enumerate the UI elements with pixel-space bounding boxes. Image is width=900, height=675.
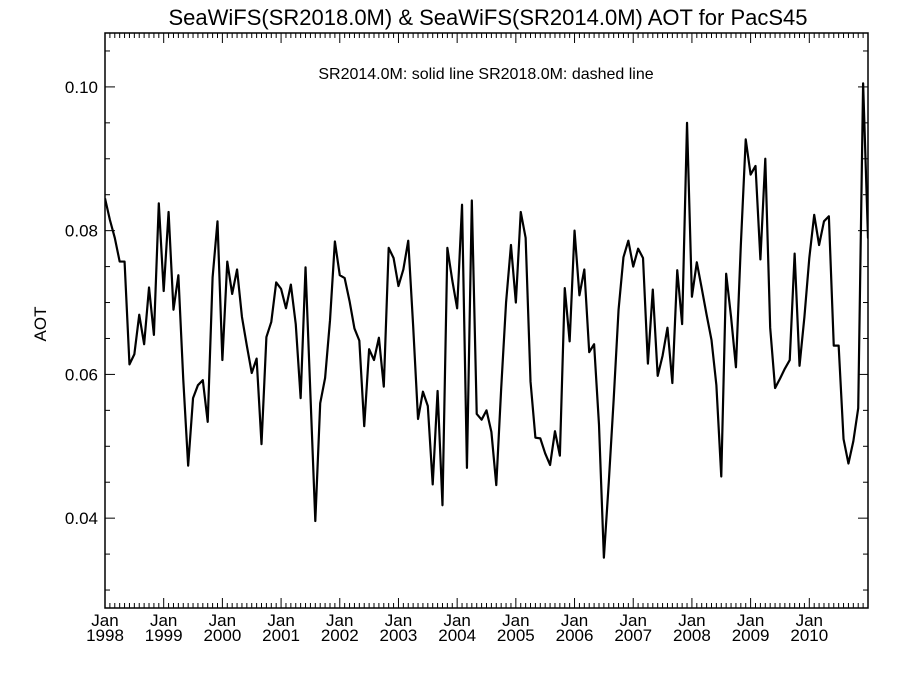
x-tick-label-month: Jan — [385, 611, 412, 630]
y-axis-label: AOT — [31, 307, 50, 342]
x-tick-label-year: 2001 — [262, 626, 300, 645]
x-tick-label-year: 2004 — [438, 626, 476, 645]
chart-annotation: SR2014.0M: solid line SR2018.0M: dashed … — [318, 66, 653, 83]
x-tick-label-month: Jan — [267, 611, 294, 630]
series-line-sr2014-0m — [105, 82, 868, 559]
series-layer — [105, 82, 868, 559]
tick-labels: Jan1998Jan1999Jan2000Jan2001Jan2002Jan20… — [65, 78, 828, 645]
x-tick-label-month: Jan — [91, 611, 118, 630]
x-tick-label-year: 2005 — [497, 626, 535, 645]
x-tick-label-year: 1998 — [86, 626, 124, 645]
x-tick-label-month: Jan — [443, 611, 470, 630]
x-tick-label-month: Jan — [737, 611, 764, 630]
y-tick-label: 0.08 — [65, 222, 98, 241]
x-tick-label-year: 2008 — [673, 626, 711, 645]
x-tick-label-year: 2009 — [732, 626, 770, 645]
x-tick-label-month: Jan — [561, 611, 588, 630]
x-tick-label-year: 2007 — [614, 626, 652, 645]
x-tick-label-month: Jan — [620, 611, 647, 630]
x-tick-label-month: Jan — [678, 611, 705, 630]
y-tick-label: 0.10 — [65, 78, 98, 97]
axis-ticks — [104, 33, 869, 608]
x-tick-label-month: Jan — [326, 611, 353, 630]
x-tick-label-year: 2010 — [790, 626, 828, 645]
x-tick-label-month: Jan — [796, 611, 823, 630]
x-tick-label-year: 2002 — [321, 626, 359, 645]
x-tick-label-year: 2003 — [380, 626, 418, 645]
x-tick-label-year: 2006 — [556, 626, 594, 645]
x-tick-label-year: 1999 — [145, 626, 183, 645]
y-tick-label: 0.06 — [65, 365, 98, 384]
x-tick-label-month: Jan — [209, 611, 236, 630]
y-tick-label: 0.04 — [65, 509, 98, 528]
chart-title: SeaWiFS(SR2018.0M) & SeaWiFS(SR2014.0M) … — [168, 5, 807, 30]
x-tick-label-month: Jan — [502, 611, 529, 630]
plot-frame — [104, 32, 869, 609]
x-tick-label-month: Jan — [150, 611, 177, 630]
x-tick-label-year: 2000 — [203, 626, 241, 645]
